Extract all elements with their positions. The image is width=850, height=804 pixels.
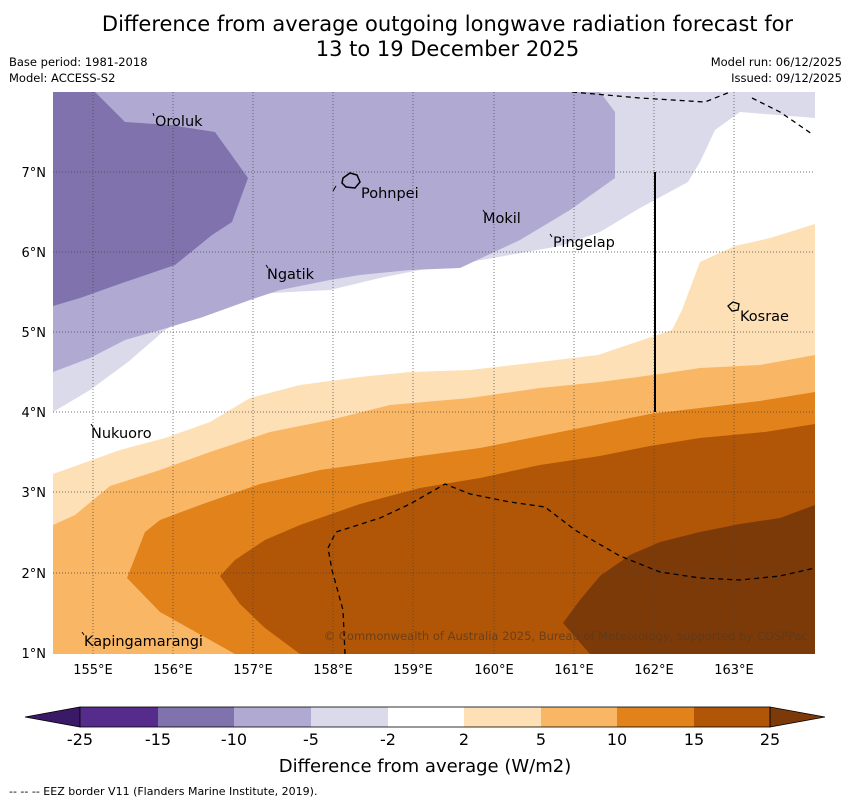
colorbar-tick: 2 <box>459 730 469 749</box>
colorbar-swatch <box>158 707 234 727</box>
lat-label: 2°N <box>22 567 47 582</box>
lon-label: 159°E <box>393 663 433 678</box>
model-run: Model run: 06/12/2025 <box>710 55 842 69</box>
place-label-ngatik: Ngatik <box>267 267 315 283</box>
model-name: Model: ACCESS-S2 <box>9 71 116 85</box>
colorbar-swatch <box>617 707 694 727</box>
colorbar-tick: -2 <box>380 730 396 749</box>
chart-title: Difference from average outgoing longwav… <box>0 12 850 62</box>
lon-label: 160°E <box>474 663 514 678</box>
colorbar-tick: -25 <box>67 730 93 749</box>
place-label-kapingamarangi: Kapingamarangi <box>84 634 203 650</box>
title-line-1: Difference from average outgoing longwav… <box>101 12 794 36</box>
lon-label: 158°E <box>313 663 353 678</box>
colorbar-swatch <box>541 707 617 727</box>
place-label-oroluk: Oroluk <box>155 114 203 130</box>
kosrae-island-icon <box>727 301 740 312</box>
issued-date: Issued: 09/12/2025 <box>731 71 842 85</box>
colorbar: -25 -15 -10 -5 -2 2 5 10 15 25 Differenc… <box>24 706 826 777</box>
place-label-mokil: Mokil <box>483 211 521 227</box>
colorbar-tick: 25 <box>760 730 780 749</box>
place-label-pohnpei: Pohnpei <box>361 186 419 202</box>
place-label-nukuoro: Nukuoro <box>91 426 152 442</box>
colorbar-swatch <box>234 707 311 727</box>
lon-label: 155°E <box>73 663 113 678</box>
lon-label: 162°E <box>634 663 674 678</box>
lat-label: 6°N <box>22 246 47 261</box>
lon-label: 156°E <box>153 663 193 678</box>
meta-left: Base period: 1981-2018 Model: ACCESS-S2 <box>9 54 148 86</box>
colorbar-swatch <box>464 707 541 727</box>
colorbar-swatch <box>311 707 388 727</box>
colorbar-outline <box>79 706 771 728</box>
band-above-plus-25 <box>563 505 815 654</box>
eez-border <box>327 92 815 654</box>
colorbar-extend-left <box>24 706 81 728</box>
lat-label: 3°N <box>22 486 47 501</box>
copyright-notice: © Commonwealth of Australia 2025, Bureau… <box>324 629 808 643</box>
colorbar-swatch <box>388 707 464 727</box>
anomaly-field: Oroluk Pohnpei Mokil Pingelap Ngatik Kos… <box>53 92 815 654</box>
colorbar-swatch <box>694 707 770 727</box>
title-line-2: 13 to 19 December 2025 <box>315 37 580 61</box>
colorbar-tick: -15 <box>145 730 171 749</box>
lat-label: 1°N <box>22 647 47 662</box>
eez-footnote: -- -- -- EEZ border V11 (Flanders Marine… <box>9 785 318 798</box>
pohnpei-island-icon <box>341 172 361 189</box>
lat-label: 7°N <box>22 166 47 181</box>
colorbar-tick: 5 <box>536 730 546 749</box>
place-label-pingelap: Pingelap <box>553 235 615 251</box>
pohnpei-islet-icon <box>332 185 337 192</box>
meta-right: Model run: 06/12/2025 Issued: 09/12/2025 <box>711 54 842 86</box>
lon-label: 161°E <box>554 663 594 678</box>
lon-label: 157°E <box>233 663 273 678</box>
lat-label: 4°N <box>22 406 47 421</box>
place-label-kosrae: Kosrae <box>740 309 789 325</box>
colorbar-tick: -5 <box>303 730 319 749</box>
band-minus-15-to-minus-10 <box>53 92 248 306</box>
colorbar-label: Difference from average (W/m2) <box>279 756 571 777</box>
lat-label: 5°N <box>22 326 47 341</box>
colorbar-tick: 10 <box>607 730 627 749</box>
base-period: Base period: 1981-2018 <box>9 55 148 69</box>
colorbar-swatch <box>80 707 158 727</box>
colorbar-tick: 15 <box>684 730 704 749</box>
lon-label: 163°E <box>714 663 754 678</box>
atoll-markers <box>81 112 553 636</box>
colorbar-tick: -10 <box>221 730 247 749</box>
colorbar-extend-right <box>769 706 826 728</box>
